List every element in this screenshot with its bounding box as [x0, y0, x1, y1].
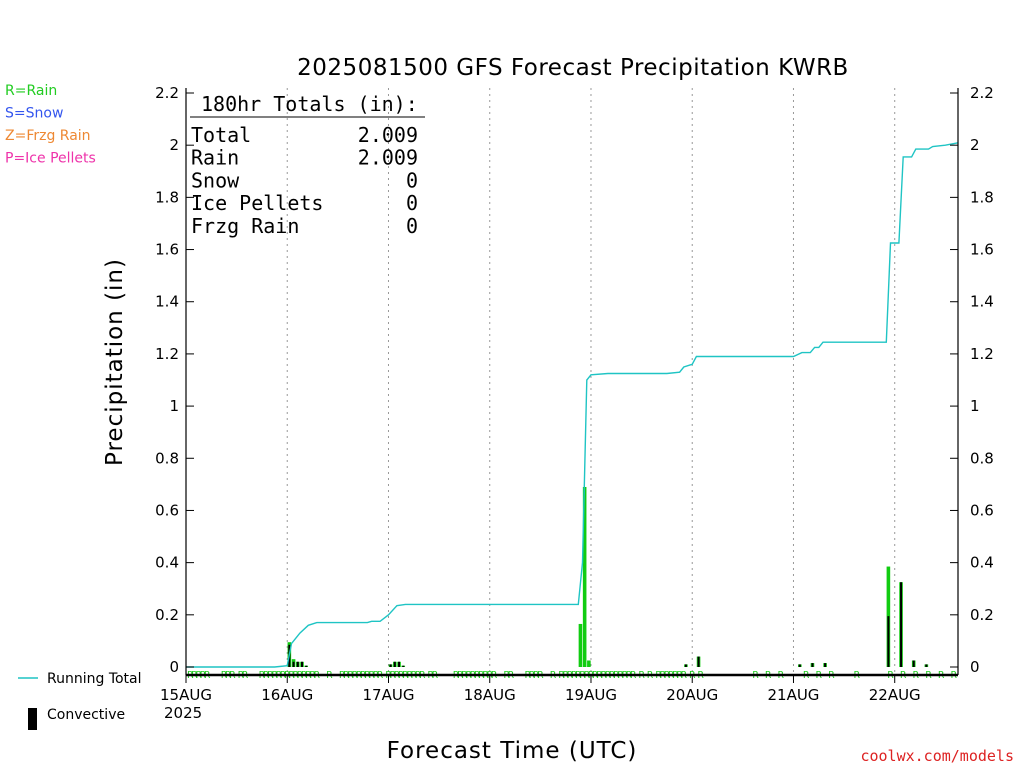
y-tick-label: 0.2	[155, 606, 179, 624]
x-axis-title: Forecast Time (UTC)	[387, 738, 638, 764]
day-gridlines	[286, 88, 896, 675]
y-tick-label-right: 1.8	[970, 188, 994, 206]
y-tick-label: 0.4	[155, 554, 179, 572]
y-tick-label-right: 1.2	[970, 345, 994, 363]
convective-bar	[824, 663, 827, 667]
convective-bar	[900, 582, 903, 667]
ptype-legend-item: P=Ice Pellets	[5, 151, 96, 167]
y-tick-label: 2	[169, 136, 179, 154]
precip-bar	[582, 486, 587, 667]
convective-bar	[292, 661, 295, 667]
x-tick-label: 18AUG	[464, 686, 516, 704]
ptype-legend-item: S=Snow	[5, 106, 63, 122]
totals-row-label: Frzg Rain	[191, 214, 299, 238]
running-total-series	[186, 142, 959, 668]
convective-bar	[697, 656, 700, 667]
series-legend: Running Total Convective	[18, 671, 142, 730]
convective-bar	[684, 664, 687, 667]
convective-bar	[398, 661, 401, 667]
y-tick-label: 1.8	[155, 188, 179, 206]
ptype-legend: R=Rain S=Snow Z=Frzg Rain P=Ice Pellets	[5, 83, 96, 167]
y-tick-label-right: 0.8	[970, 449, 994, 467]
year-label: 2025	[164, 704, 202, 722]
totals-row-value: 0	[406, 168, 418, 192]
y-tick-label: 1.6	[155, 241, 179, 259]
x-tick-label: 22AUG	[869, 686, 921, 704]
totals-row-value: 0	[406, 191, 418, 215]
convective-bar	[393, 661, 396, 667]
convective-bar	[305, 665, 308, 667]
chart-title: 2025081500 GFS Forecast Precipitation KW…	[297, 55, 849, 81]
convective-bar	[301, 661, 303, 667]
y-ticks-right: 0 0.2 0.4 0.6 0.8 1 1.2 1.4 1.6 1.8 2 2.2	[950, 84, 994, 676]
convective-bar	[402, 665, 405, 667]
y-axis-title: Precipitation (in)	[102, 258, 128, 466]
x-tick-label: 19AUG	[565, 686, 617, 704]
y-tick-label-right: 1.4	[970, 293, 994, 311]
convective-bar	[887, 616, 890, 667]
convective-bar	[798, 664, 801, 667]
totals-row-value: 2.009	[358, 146, 418, 170]
ptype-legend-item: R=Rain	[5, 83, 57, 99]
convective-bar	[925, 664, 928, 667]
totals-row-label: Snow	[191, 168, 240, 192]
totals-row-label: Ice Pellets	[191, 191, 323, 215]
totals-box: 180hr Totals (in): Total 2.009 Rain 2.009 Sn…	[190, 92, 425, 238]
x-tick-label: 20AUG	[666, 686, 718, 704]
x-ticks: 15AUG 16AUG 17AUG 18AUG 19AUG 20AUG 21AUG 22AUG	[160, 675, 921, 704]
x-tick-label: 16AUG	[261, 686, 313, 704]
convective-bar	[912, 660, 915, 667]
ptype-legend-item: Z=Frzg Rain	[5, 128, 91, 144]
precip-bar	[578, 623, 583, 667]
y-tick-label: 0.8	[155, 449, 179, 467]
series-legend-label: Convective	[47, 707, 125, 723]
totals-rows: Total 2.009 Rain 2.009 Snow 0 Ice Pellets 0 Frzg…	[191, 123, 418, 238]
credit-text: coolwx.com/models	[860, 747, 1014, 765]
precip-bar	[587, 660, 591, 667]
y-tick-label-right: 1.6	[970, 241, 994, 259]
y-tick-label-right: 0	[970, 658, 980, 676]
legend-bar-swatch	[28, 708, 37, 730]
y-tick-label: 1.4	[155, 293, 179, 311]
totals-row-label: Rain	[191, 146, 239, 170]
convective-bar	[811, 663, 814, 667]
totals-header: 180hr Totals (in):	[201, 92, 418, 116]
totals-row-value: 0	[406, 214, 418, 238]
totals-row-value: 2.009	[358, 123, 418, 147]
y-tick-label: 1.2	[155, 345, 179, 363]
y-tick-label: 2.2	[155, 84, 179, 102]
y-tick-label: 1	[169, 397, 179, 415]
series-legend-label: Running Total	[47, 671, 142, 687]
y-tick-label: 0	[169, 658, 179, 676]
plot-frame	[185, 88, 959, 677]
y-tick-label-right: 0.6	[970, 501, 994, 519]
y-tick-label-right: 1	[970, 397, 980, 415]
convective-bar	[296, 661, 299, 667]
precip-bars	[287, 486, 929, 667]
convective-bar	[389, 664, 392, 667]
y-tick-label-right: 0.2	[970, 606, 994, 624]
running-total-line	[186, 142, 959, 668]
y-tick-label-right: 0.4	[970, 554, 994, 572]
y-ticks-left: 0 0.2 0.4 0.6 0.8 1 1.2 1.4 1.6 1.8 2 2.2	[155, 84, 194, 676]
y-tick-label-right: 2	[970, 136, 980, 154]
y-tick-label: 0.6	[155, 501, 179, 519]
x-tick-label: 17AUG	[363, 686, 415, 704]
y-tick-label-right: 2.2	[970, 84, 994, 102]
x-tick-label: 21AUG	[767, 686, 819, 704]
totals-row-label: Total	[191, 123, 251, 147]
x-tick-label: 15AUG	[160, 686, 212, 704]
